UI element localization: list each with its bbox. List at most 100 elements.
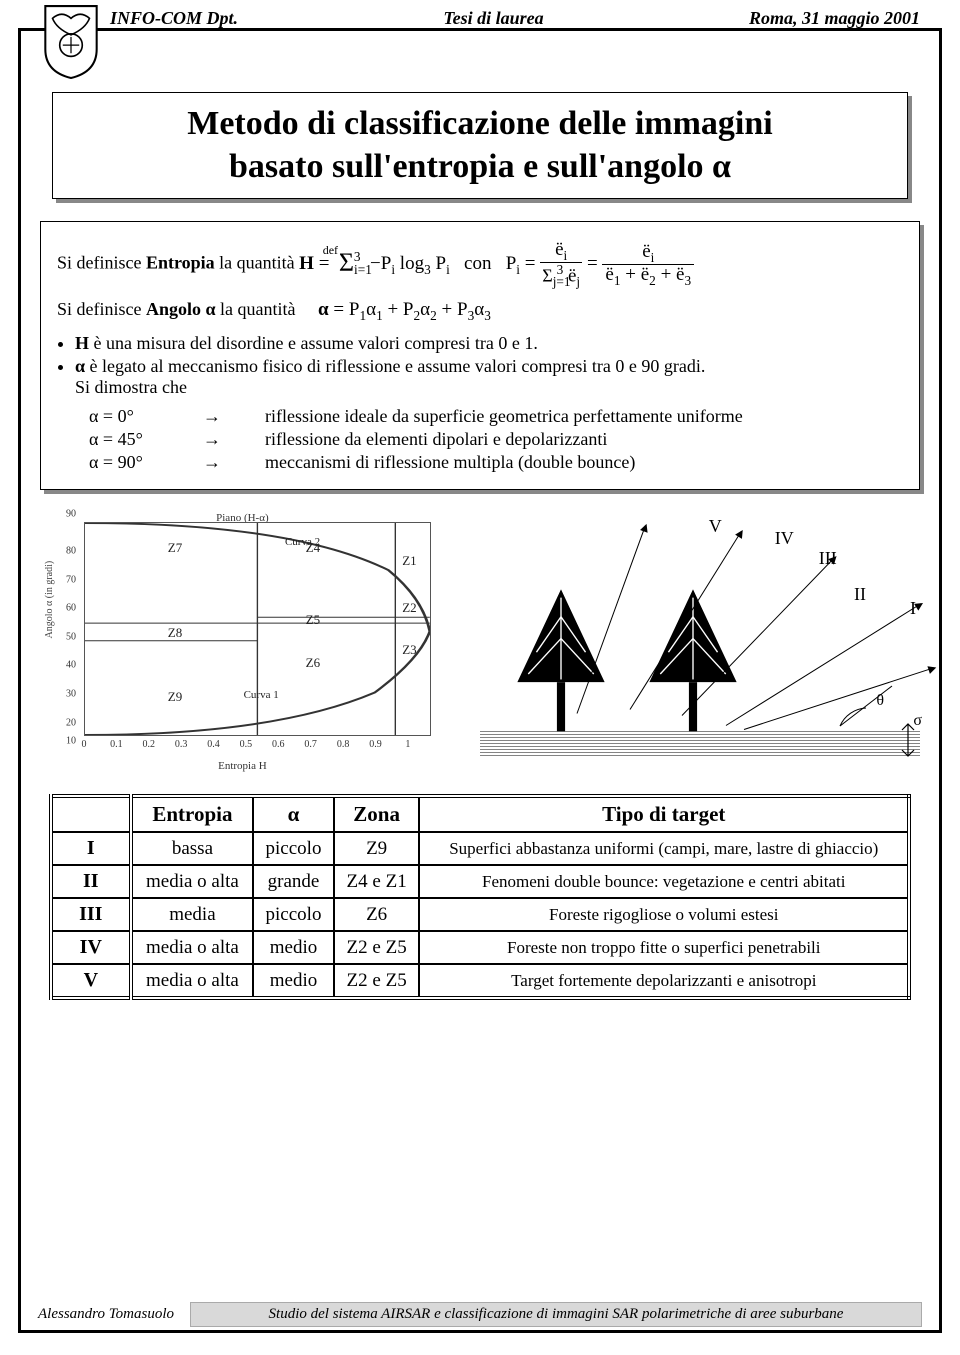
header-dept: INFO-COM Dpt. — [110, 8, 238, 29]
tree-icon — [506, 584, 616, 734]
scatter-label: IV — [775, 528, 794, 549]
case-desc: riflessione ideale da superficie geometr… — [265, 406, 743, 427]
row-roman: IV — [51, 931, 131, 964]
content: Metodo di classificazione delle immagini… — [40, 82, 920, 1295]
row-ent: media o alta — [131, 964, 253, 998]
ytick: 20 — [66, 717, 76, 728]
angle-label: Angolo α — [146, 299, 216, 319]
entropy-definition: Si definisce Entropia la quantità H def=… — [57, 240, 903, 289]
col-entropia: Entropia — [131, 796, 253, 832]
case-desc: meccanismi di riflessione multipla (doub… — [265, 452, 635, 473]
xtick: 1 — [405, 739, 410, 750]
table-row: II media o alta grande Z4 e Z1 Fenomeni … — [51, 865, 909, 898]
xtick: 0.4 — [207, 739, 220, 750]
row-ent: media o alta — [131, 931, 253, 964]
row-ent: bassa — [131, 832, 253, 865]
angle-formula: α = P1α1 + P2α2 + P3α3 — [318, 299, 491, 320]
txt: la quantità — [215, 253, 299, 273]
classification-table: Entropia α Zona Tipo di target I bassa p… — [49, 794, 911, 1000]
ytick: 80 — [66, 545, 76, 556]
row-desc: Fenomeni double bounce: vegetazione e ce… — [419, 865, 909, 898]
row-alpha: piccolo — [253, 898, 334, 931]
bullet2b: Si dimostra che — [75, 377, 187, 397]
xtick: 0 — [82, 739, 87, 750]
table-body: I bassa piccolo Z9 Superfici abbastanza … — [51, 832, 909, 998]
col-zona: Zona — [334, 796, 419, 832]
entropy-label: Entropia — [146, 253, 215, 273]
page-footer: Alessandro Tomasuolo Studio del sistema … — [38, 1302, 922, 1327]
row-desc: Foreste non troppo fitte o superfici pen… — [419, 931, 909, 964]
table-header-row: Entropia α Zona Tipo di target — [51, 796, 909, 832]
row-desc: Target fortemente depolarizzanti e aniso… — [419, 964, 909, 998]
txt: Si definisce — [57, 253, 146, 273]
case-row: α = 90° → meccanismi di riflessione mult… — [89, 452, 903, 473]
xtick: 0.5 — [240, 739, 253, 750]
scattering-diagram: V IV III II I θ σ — [480, 514, 920, 774]
curve2-label: Curva 2 — [285, 536, 320, 548]
header-right: Roma, 31 maggio 2001 — [749, 8, 920, 29]
zone-label: Z1 — [402, 553, 416, 569]
theta-label: θ — [876, 692, 884, 710]
case-lhs: α = 45° — [89, 429, 169, 450]
case-lhs: α = 0° — [89, 406, 169, 427]
sigma-label: σ — [913, 712, 922, 730]
row-zona: Z9 — [334, 832, 419, 865]
title-line2: basato sull'entropia e sull'angolo α — [69, 146, 891, 189]
table-row: IV media o alta medio Z2 e Z5 Foreste no… — [51, 931, 909, 964]
bullet-list: H è una misura del disordine e assume va… — [75, 333, 903, 398]
table-row: I bassa piccolo Z9 Superfici abbastanza … — [51, 832, 909, 865]
row-desc: Superfici abbastanza uniformi (campi, ma… — [419, 832, 909, 865]
zone-label: Z3 — [402, 642, 416, 658]
scatter-label: II — [854, 584, 866, 605]
xtick: 0.1 — [110, 739, 123, 750]
row-roman: III — [51, 898, 131, 931]
plot-xlabel: Entropia H — [218, 760, 267, 772]
theta-icon — [832, 674, 902, 734]
row-zona: Z4 e Z1 — [334, 865, 419, 898]
title-line1: Metodo di classificazione delle immagini — [69, 103, 891, 146]
ytick: 40 — [66, 660, 76, 671]
angle-definition: Si definisce Angolo α la quantità α = P1… — [57, 299, 903, 324]
xtick: 0.8 — [337, 739, 350, 750]
row-alpha: medio — [253, 931, 334, 964]
xtick: 0.3 — [175, 739, 188, 750]
row-roman: I — [51, 832, 131, 865]
bullet1-text: è una misura del disordine e assume valo… — [94, 333, 538, 353]
case-lhs: α = 90° — [89, 452, 169, 473]
arrow-icon: → — [203, 406, 231, 427]
ytick: 90 — [66, 509, 76, 520]
definitions-box: Si definisce Entropia la quantità H def=… — [40, 221, 920, 490]
ytick: 70 — [66, 574, 76, 585]
ytick: 50 — [66, 631, 76, 642]
scatter-label: III — [819, 548, 837, 569]
header-row: INFO-COM Dpt. Tesi di laurea Roma, 31 ma… — [110, 8, 920, 29]
row-roman: V — [51, 964, 131, 998]
header-center: Tesi di laurea — [443, 8, 543, 29]
bullet2-text: è legato al meccanismo fisico di rifless… — [90, 356, 706, 376]
row-ent: media o alta — [131, 865, 253, 898]
bullet2: α è legato al meccanismo fisico di rifle… — [75, 356, 903, 398]
row-desc: Foreste rigogliose o volumi estesi — [419, 898, 909, 931]
ytick: 60 — [66, 603, 76, 614]
h-alpha-plot: Piano (H-α) Angolo α (in gradi) Entropia… — [40, 514, 445, 774]
xtick: 0.9 — [369, 739, 382, 750]
xtick: 0.7 — [304, 739, 317, 750]
ytick: 10 — [66, 735, 76, 746]
scatter-label: V — [709, 516, 722, 537]
col-tipo: Tipo di target — [419, 796, 909, 832]
footer-author: Alessandro Tomasuolo — [38, 1306, 174, 1323]
case-row: α = 45° → riflessione da elementi dipola… — [89, 429, 903, 450]
page: INFO-COM Dpt. Tesi di laurea Roma, 31 ma… — [0, 0, 960, 1355]
zone-label: Z9 — [168, 689, 182, 705]
entropy-formula: H def= Σi=13 −Pi log3 Pi con Pi = ëi Σj=… — [299, 253, 694, 274]
ytick: 30 — [66, 688, 76, 699]
row-zona: Z2 e Z5 — [334, 931, 419, 964]
row-alpha: piccolo — [253, 832, 334, 865]
txt: la quantità — [216, 299, 300, 319]
bullet1: H è una misura del disordine e assume va… — [75, 333, 903, 354]
arrow-icon: → — [203, 429, 231, 450]
zone-label: Z8 — [168, 625, 182, 641]
scatter-label: I — [910, 598, 916, 619]
arrow-icon: → — [203, 452, 231, 473]
plot-ylabel: Angolo α (in gradi) — [44, 561, 55, 639]
